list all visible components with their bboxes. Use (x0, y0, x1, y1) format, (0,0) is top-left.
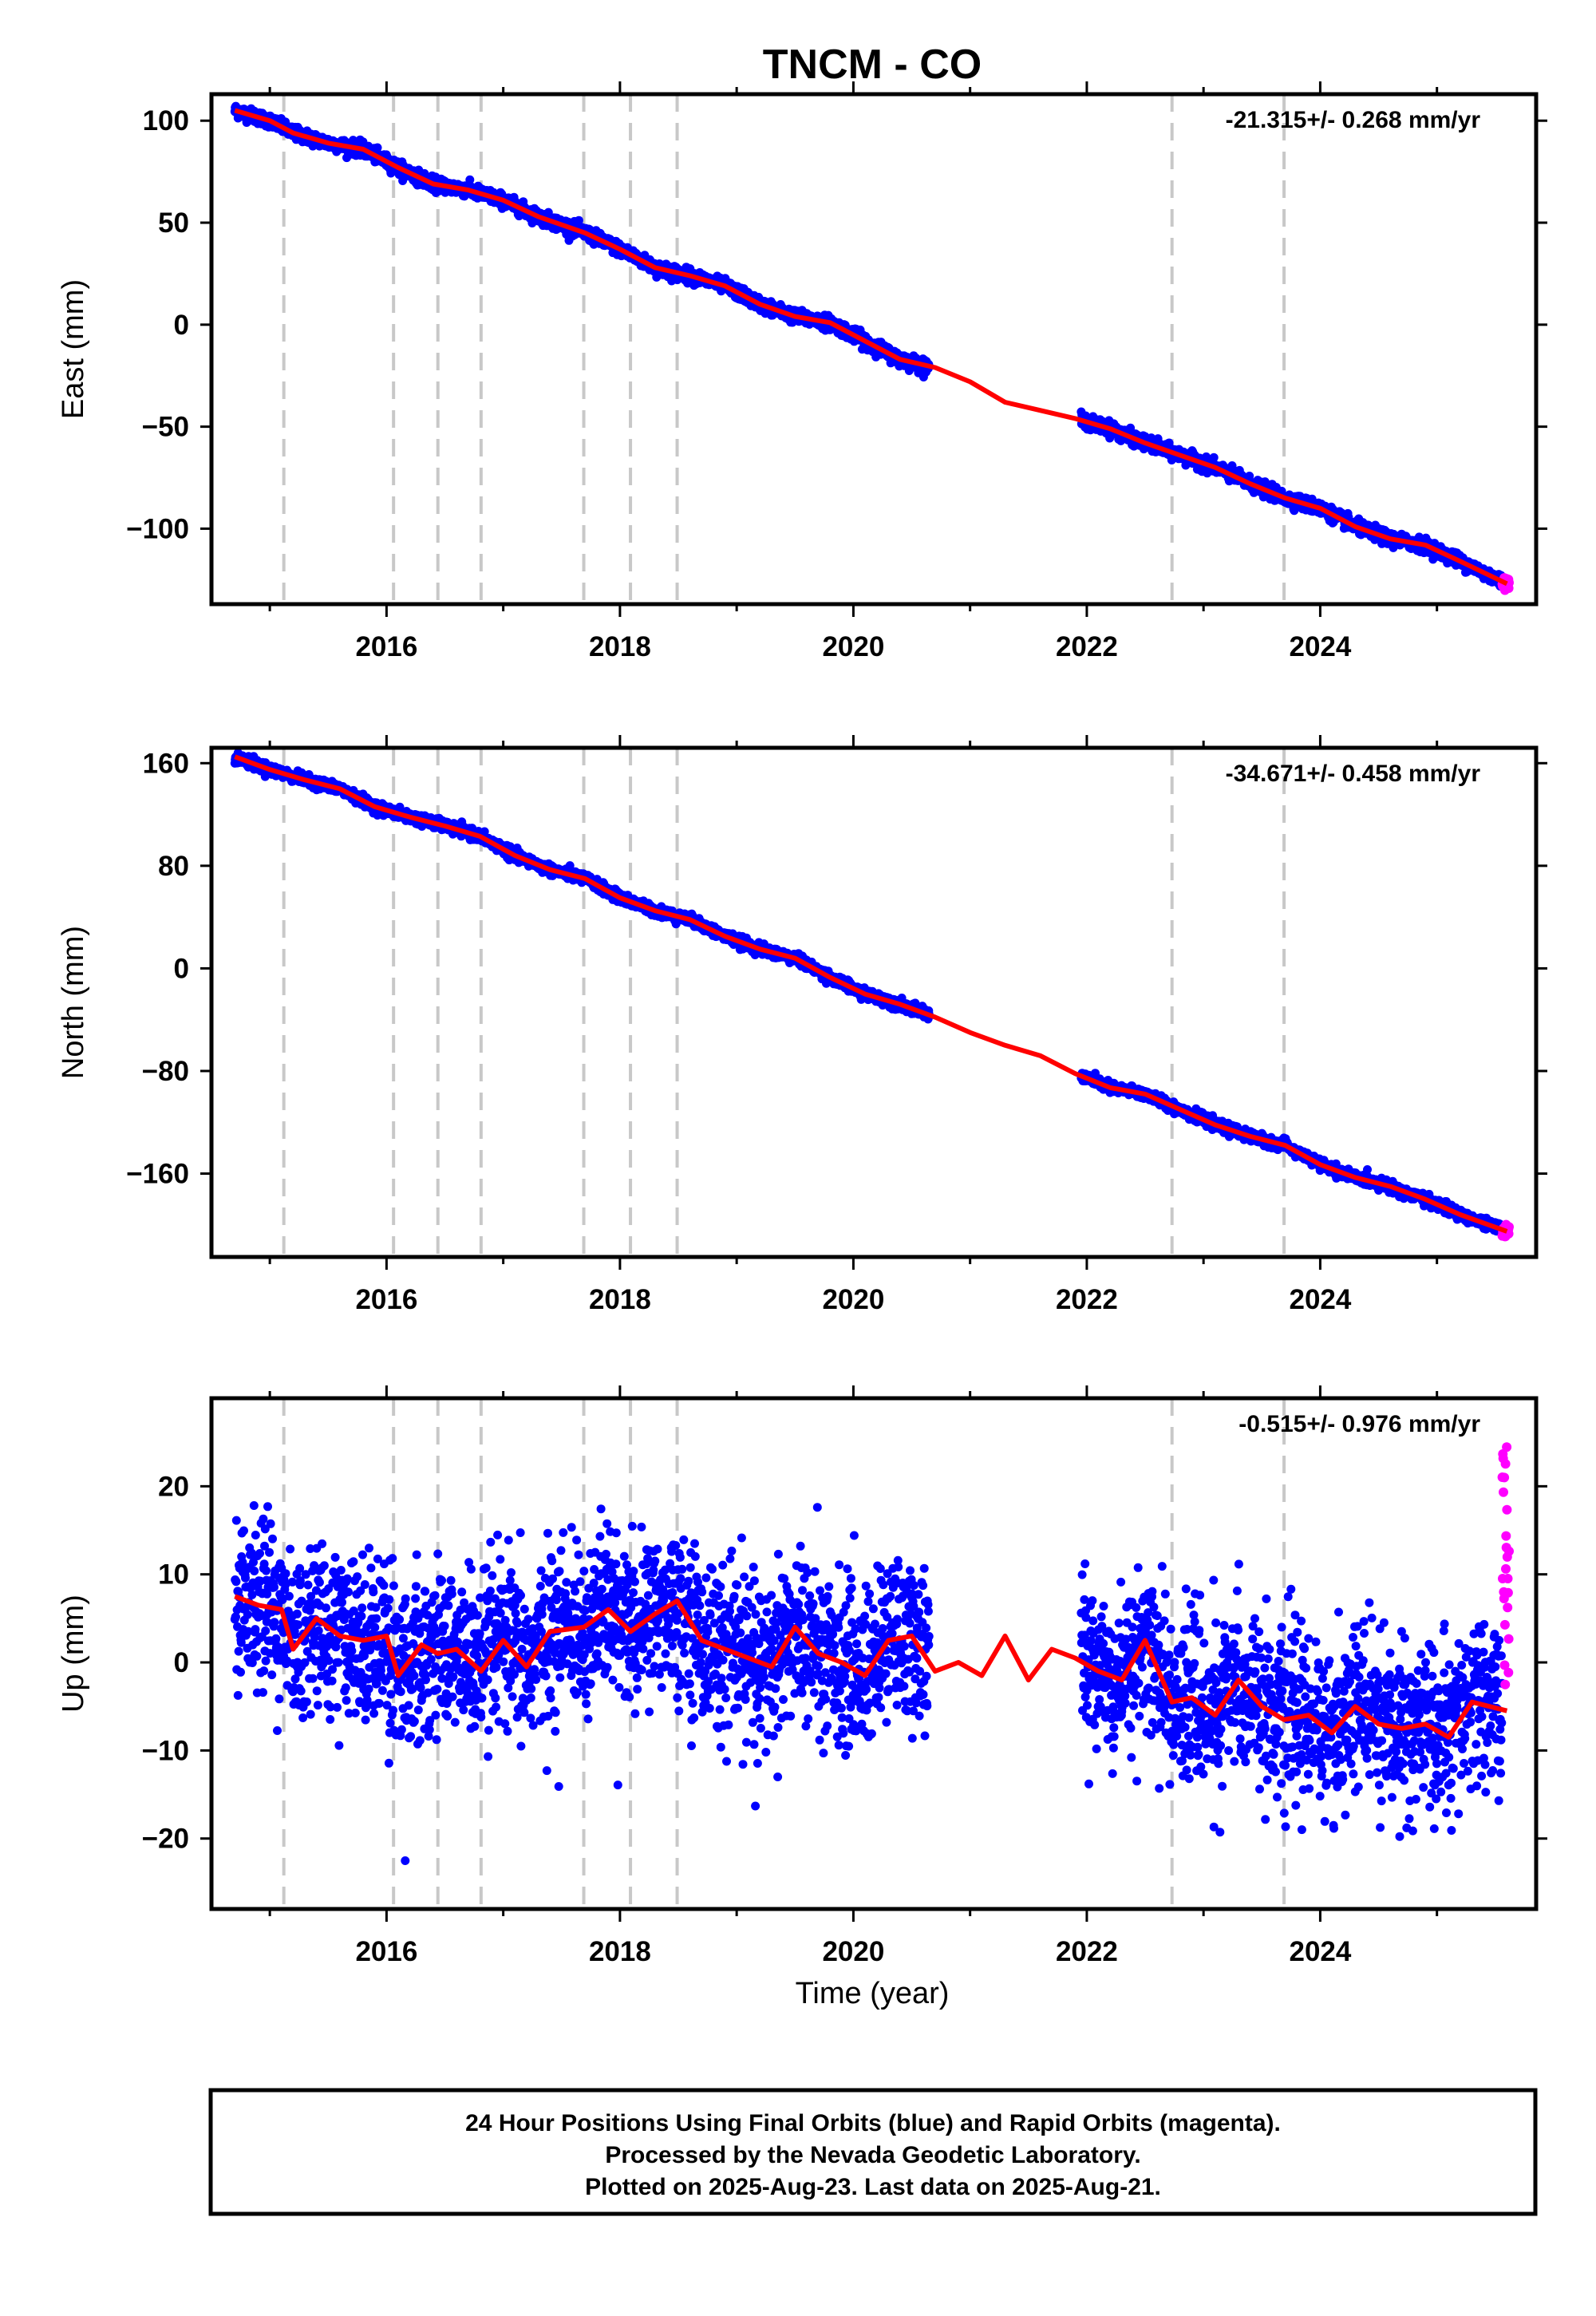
x-tick-label: 2016 (355, 631, 417, 662)
final-orbit-point (480, 827, 489, 836)
y-tick-label: 0 (174, 310, 189, 341)
y-tick-label: 50 (158, 207, 189, 239)
panel-east: 2016 2018 2020 2022 2024 −100 −50 0 50 100 East (m… (57, 81, 1547, 662)
final-orbit-point (373, 143, 382, 152)
x-tick-label: 2020 (822, 631, 884, 662)
y-tick-label: −50 (142, 412, 189, 443)
final-orbit-point (565, 861, 575, 871)
final-orbit-point (1209, 453, 1219, 462)
y-axis-label: East (mm) (57, 279, 90, 419)
x-tick-label: 2018 (589, 631, 651, 662)
y-tick-label: −100 (126, 513, 189, 544)
x-tick-label: 2024 (1289, 631, 1351, 662)
plot-frame (209, 92, 1539, 607)
chart-title: TNCM - CO (763, 41, 982, 88)
final-orbit-point (465, 175, 475, 184)
rapid-orbit-point (1504, 578, 1514, 588)
y-tick-label: 100 (143, 105, 189, 136)
x-tick-label: 2022 (1056, 631, 1118, 662)
model-fit-line (234, 108, 1508, 587)
final-orbit-point (574, 215, 583, 225)
chart-panels: 2016 2018 2020 2022 2024 −100 −50 0 50 100 East (m… (57, 81, 1547, 1967)
rate-label: -21.315+/- 0.268 mm/yr (1226, 107, 1481, 133)
